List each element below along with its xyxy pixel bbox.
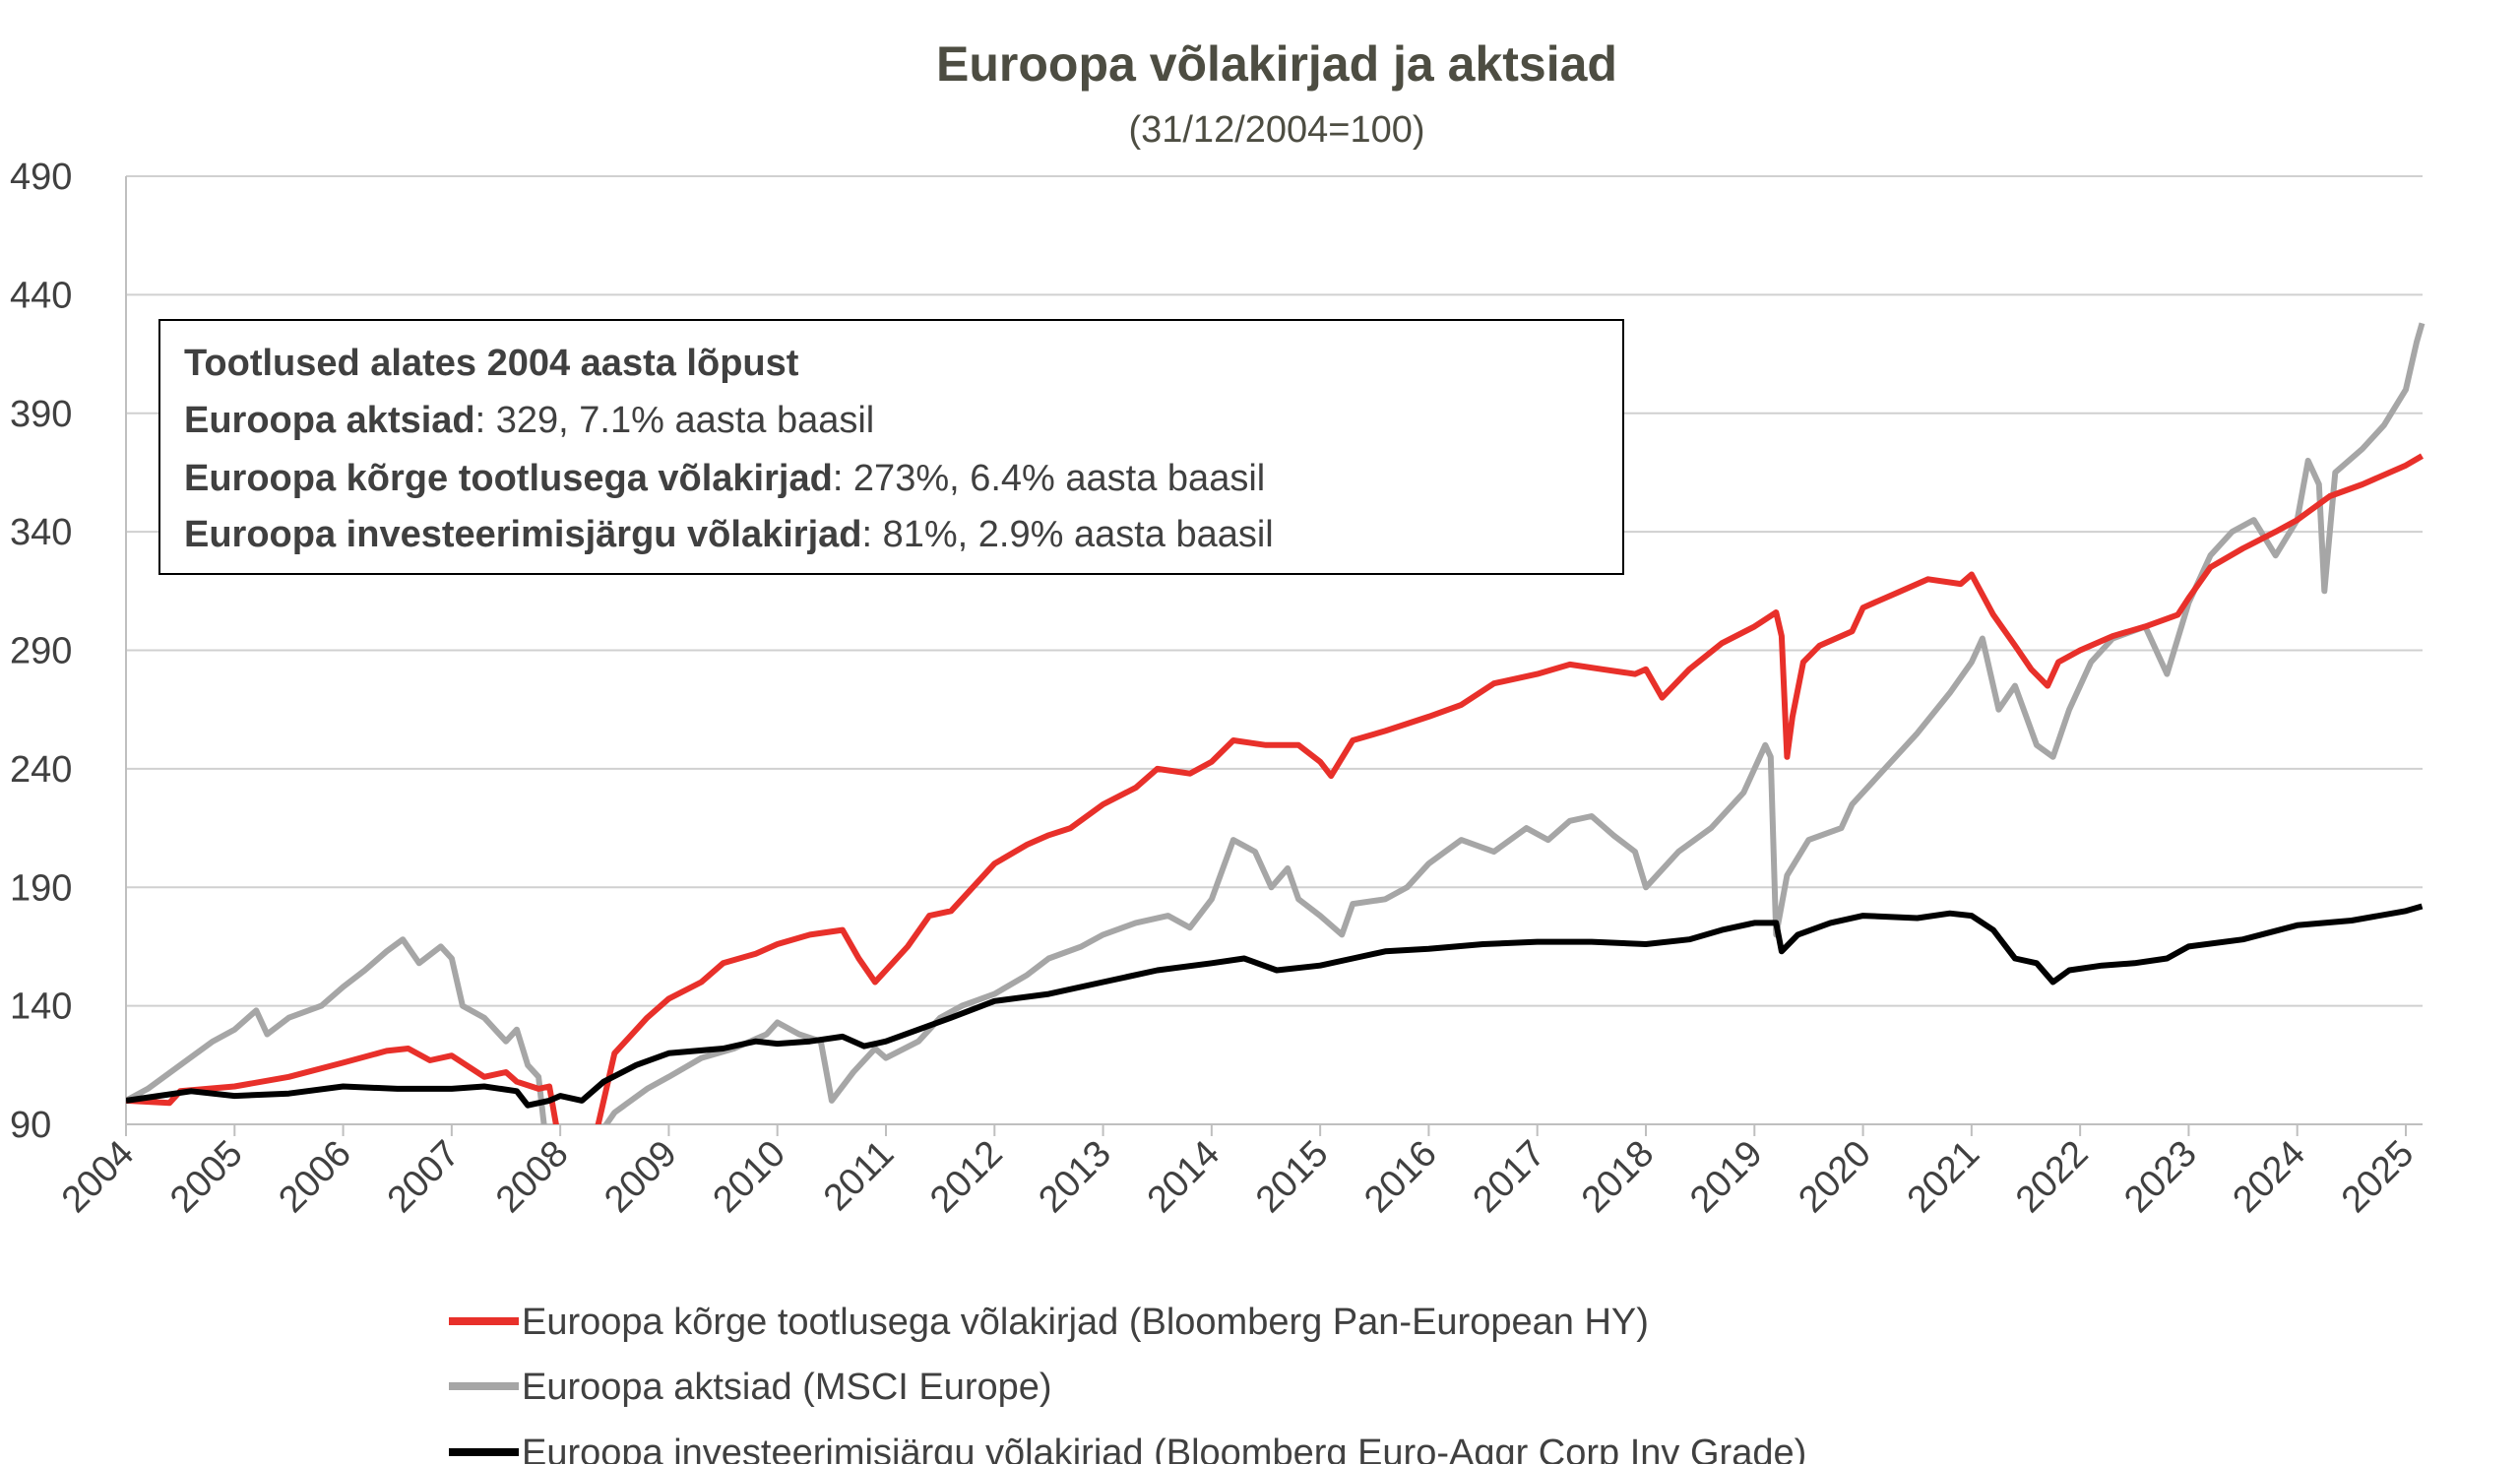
legend-label: Euroopa kõrge tootlusega võlakirjad (Blo… (522, 1302, 1649, 1343)
annotation-heading: Tootlused alates 2004 aasta lõpust (184, 343, 799, 384)
svg-text:Euroopa aktsiad: 329, 7.1% aas: Euroopa aktsiad: 329, 7.1% aasta baasil (184, 400, 874, 441)
legend-label: Euroopa investeerimisjärgu võlakirjad (B… (522, 1432, 1806, 1464)
series-line-1 (126, 322, 2426, 1124)
x-tick-label: 2015 (1248, 1133, 1336, 1221)
annotation-line-bold: Euroopa aktsiad (184, 400, 475, 441)
x-tick-label: 2009 (597, 1133, 684, 1221)
y-axis: 90 140 190 240 290 340 390 440 490 (10, 157, 127, 1146)
x-tick-label: 2025 (2334, 1133, 2422, 1221)
series-lines (126, 322, 2426, 1124)
chart-title: Euroopa võlakirjad ja aktsiad (936, 36, 1617, 92)
annotation-box: Tootlused alates 2004 aasta lõpust Euroo… (158, 319, 1624, 575)
x-tick-label: 2018 (1574, 1133, 1662, 1221)
svg-text:Euroopa investeerimisjärgu võl: Euroopa investeerimisjärgu võlakirjad: 8… (184, 514, 1274, 555)
y-tick-label: 90 (10, 1105, 51, 1146)
x-axis: 2004 2005 2006 2007 2008 2009 2010 2011 2012 2013… (54, 1123, 2423, 1221)
y-tick-label: 440 (10, 275, 72, 316)
x-tick-label: 2017 (1466, 1133, 1553, 1221)
x-tick-label: 2005 (162, 1133, 250, 1221)
annotation-line-value: : 81%, 2.9% aasta baasil (861, 514, 1273, 555)
y-tick-label: 240 (10, 749, 72, 791)
y-tick-label: 290 (10, 631, 72, 672)
annotation-line-bold: Euroopa kõrge tootlusega võlakirjad (184, 458, 833, 499)
svg-text:Tootlused alates 2004 aasta lõ: Tootlused alates 2004 aasta lõpust (184, 343, 799, 384)
x-tick-label: 2008 (488, 1133, 576, 1221)
x-tick-label: 2012 (922, 1133, 1010, 1221)
x-tick-label: 2013 (1031, 1133, 1118, 1221)
x-tick-label: 2021 (1900, 1133, 1987, 1221)
y-tick-label: 390 (10, 394, 72, 435)
y-tick-label: 340 (10, 512, 72, 553)
y-tick-label: 490 (10, 157, 72, 198)
svg-text:Euroopa kõrge tootlusega võlak: Euroopa kõrge tootlusega võlakirjad: 273… (184, 458, 1265, 499)
x-tick-label: 2007 (380, 1133, 468, 1221)
x-tick-label: 2014 (1140, 1133, 1228, 1221)
annotation-line-value: : 273%, 6.4% aasta baasil (833, 458, 1265, 499)
x-tick-label: 2006 (271, 1133, 358, 1221)
x-tick-label: 2004 (54, 1133, 142, 1221)
x-tick-label: 2024 (2226, 1133, 2313, 1221)
x-tick-label: 2019 (1682, 1133, 1770, 1221)
annotation-line-value: : 329, 7.1% aasta baasil (475, 400, 875, 441)
annotation-line-bold: Euroopa investeerimisjärgu võlakirjad (184, 514, 861, 555)
y-tick-label: 190 (10, 867, 72, 909)
x-tick-label: 2020 (1791, 1133, 1878, 1221)
legend-label: Euroopa aktsiad (MSCI Europe) (522, 1367, 1052, 1408)
series-line-0 (126, 453, 2425, 1124)
x-tick-label: 2023 (2116, 1133, 2204, 1221)
y-tick-label: 140 (10, 987, 72, 1028)
x-tick-label: 2010 (706, 1133, 793, 1221)
x-tick-label: 2022 (2008, 1133, 2096, 1221)
series-line-2 (126, 903, 2424, 1109)
x-tick-label: 2016 (1356, 1133, 1444, 1221)
chart-subtitle: (31/12/2004=100) (1128, 109, 1424, 151)
x-tick-label: 2011 (816, 1133, 902, 1219)
legend: Euroopa kõrge tootlusega võlakirjad (Blo… (449, 1302, 1806, 1464)
